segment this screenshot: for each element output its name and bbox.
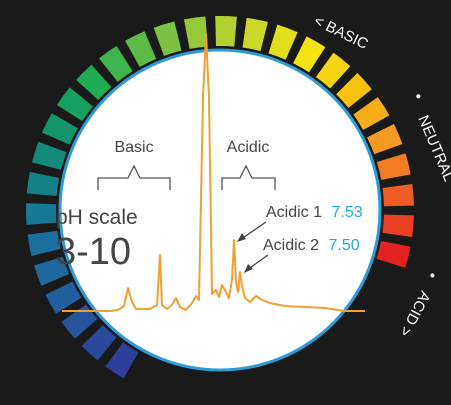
- ph-ring-tick: [27, 230, 61, 256]
- ph-ring-tick: [34, 256, 70, 286]
- ph-ring-tick: [376, 153, 411, 180]
- acidic-2-value: 7.50: [328, 237, 359, 254]
- ph-ring-tick: [25, 203, 57, 225]
- plot-circle: [58, 48, 382, 372]
- acidic-2-label: Acidic 2: [263, 237, 319, 254]
- acidic-1-label: Acidic 1: [266, 204, 322, 221]
- ph-scale-range: 3-10: [55, 231, 131, 273]
- ph-ring-tick: [153, 21, 182, 56]
- ph-ring-tick: [42, 113, 78, 145]
- acidic-2-annotation: Acidic 2 7.50: [263, 237, 360, 254]
- ph-ring-tick: [98, 45, 133, 82]
- ph-ring-tick: [183, 16, 208, 49]
- basic-peaks-brace: [97, 164, 171, 190]
- ring-separator-dot-1: •: [410, 89, 426, 105]
- acidic-2-arrowhead: [244, 264, 253, 273]
- acid-ring-label: ACID >: [395, 288, 433, 339]
- ph-ring-tick: [315, 52, 351, 89]
- ph-ring-tick: [61, 304, 98, 339]
- acidic-1-annotation: Acidic 1 7.53: [266, 204, 363, 221]
- neutral-ring-label: NEUTRAL: [414, 113, 451, 184]
- ph-ring-tick: [81, 324, 117, 361]
- electropherogram-trace: [62, 33, 365, 312]
- ph-ring-tick: [45, 281, 82, 314]
- ph-ring-tick: [105, 342, 139, 379]
- ph-ring-tick: [268, 24, 298, 60]
- ph-ring-tick: [56, 87, 93, 122]
- ph-ring-tick: [336, 73, 372, 108]
- ph-ring-tick: [242, 17, 268, 52]
- acidic-peaks-brace: [221, 164, 276, 190]
- ph-ring-tick: [382, 214, 414, 237]
- ph-ring-tick: [353, 97, 390, 130]
- ph-ring-tick: [125, 31, 157, 67]
- ph-ring-tick: [382, 184, 414, 207]
- ph-ring-tick: [367, 124, 403, 155]
- ph-ring-tick: [76, 64, 112, 101]
- ph-ring-tick: [31, 141, 67, 170]
- ph-color-ring: [25, 15, 414, 379]
- acidic-1-value: 7.53: [331, 204, 362, 221]
- acidic-1-arrowhead: [237, 233, 246, 242]
- ph-ring-tick: [215, 15, 237, 47]
- ph-scale-title: pH scale: [56, 206, 138, 229]
- basic-group-label: Basic: [114, 139, 153, 156]
- ph-ring-tick: [26, 171, 60, 196]
- ph-ring-tick: [293, 36, 326, 73]
- ph-ring-tick: [376, 241, 411, 268]
- ring-separator-dot-2: •: [423, 271, 441, 279]
- acidic-group-label: Acidic: [227, 139, 270, 156]
